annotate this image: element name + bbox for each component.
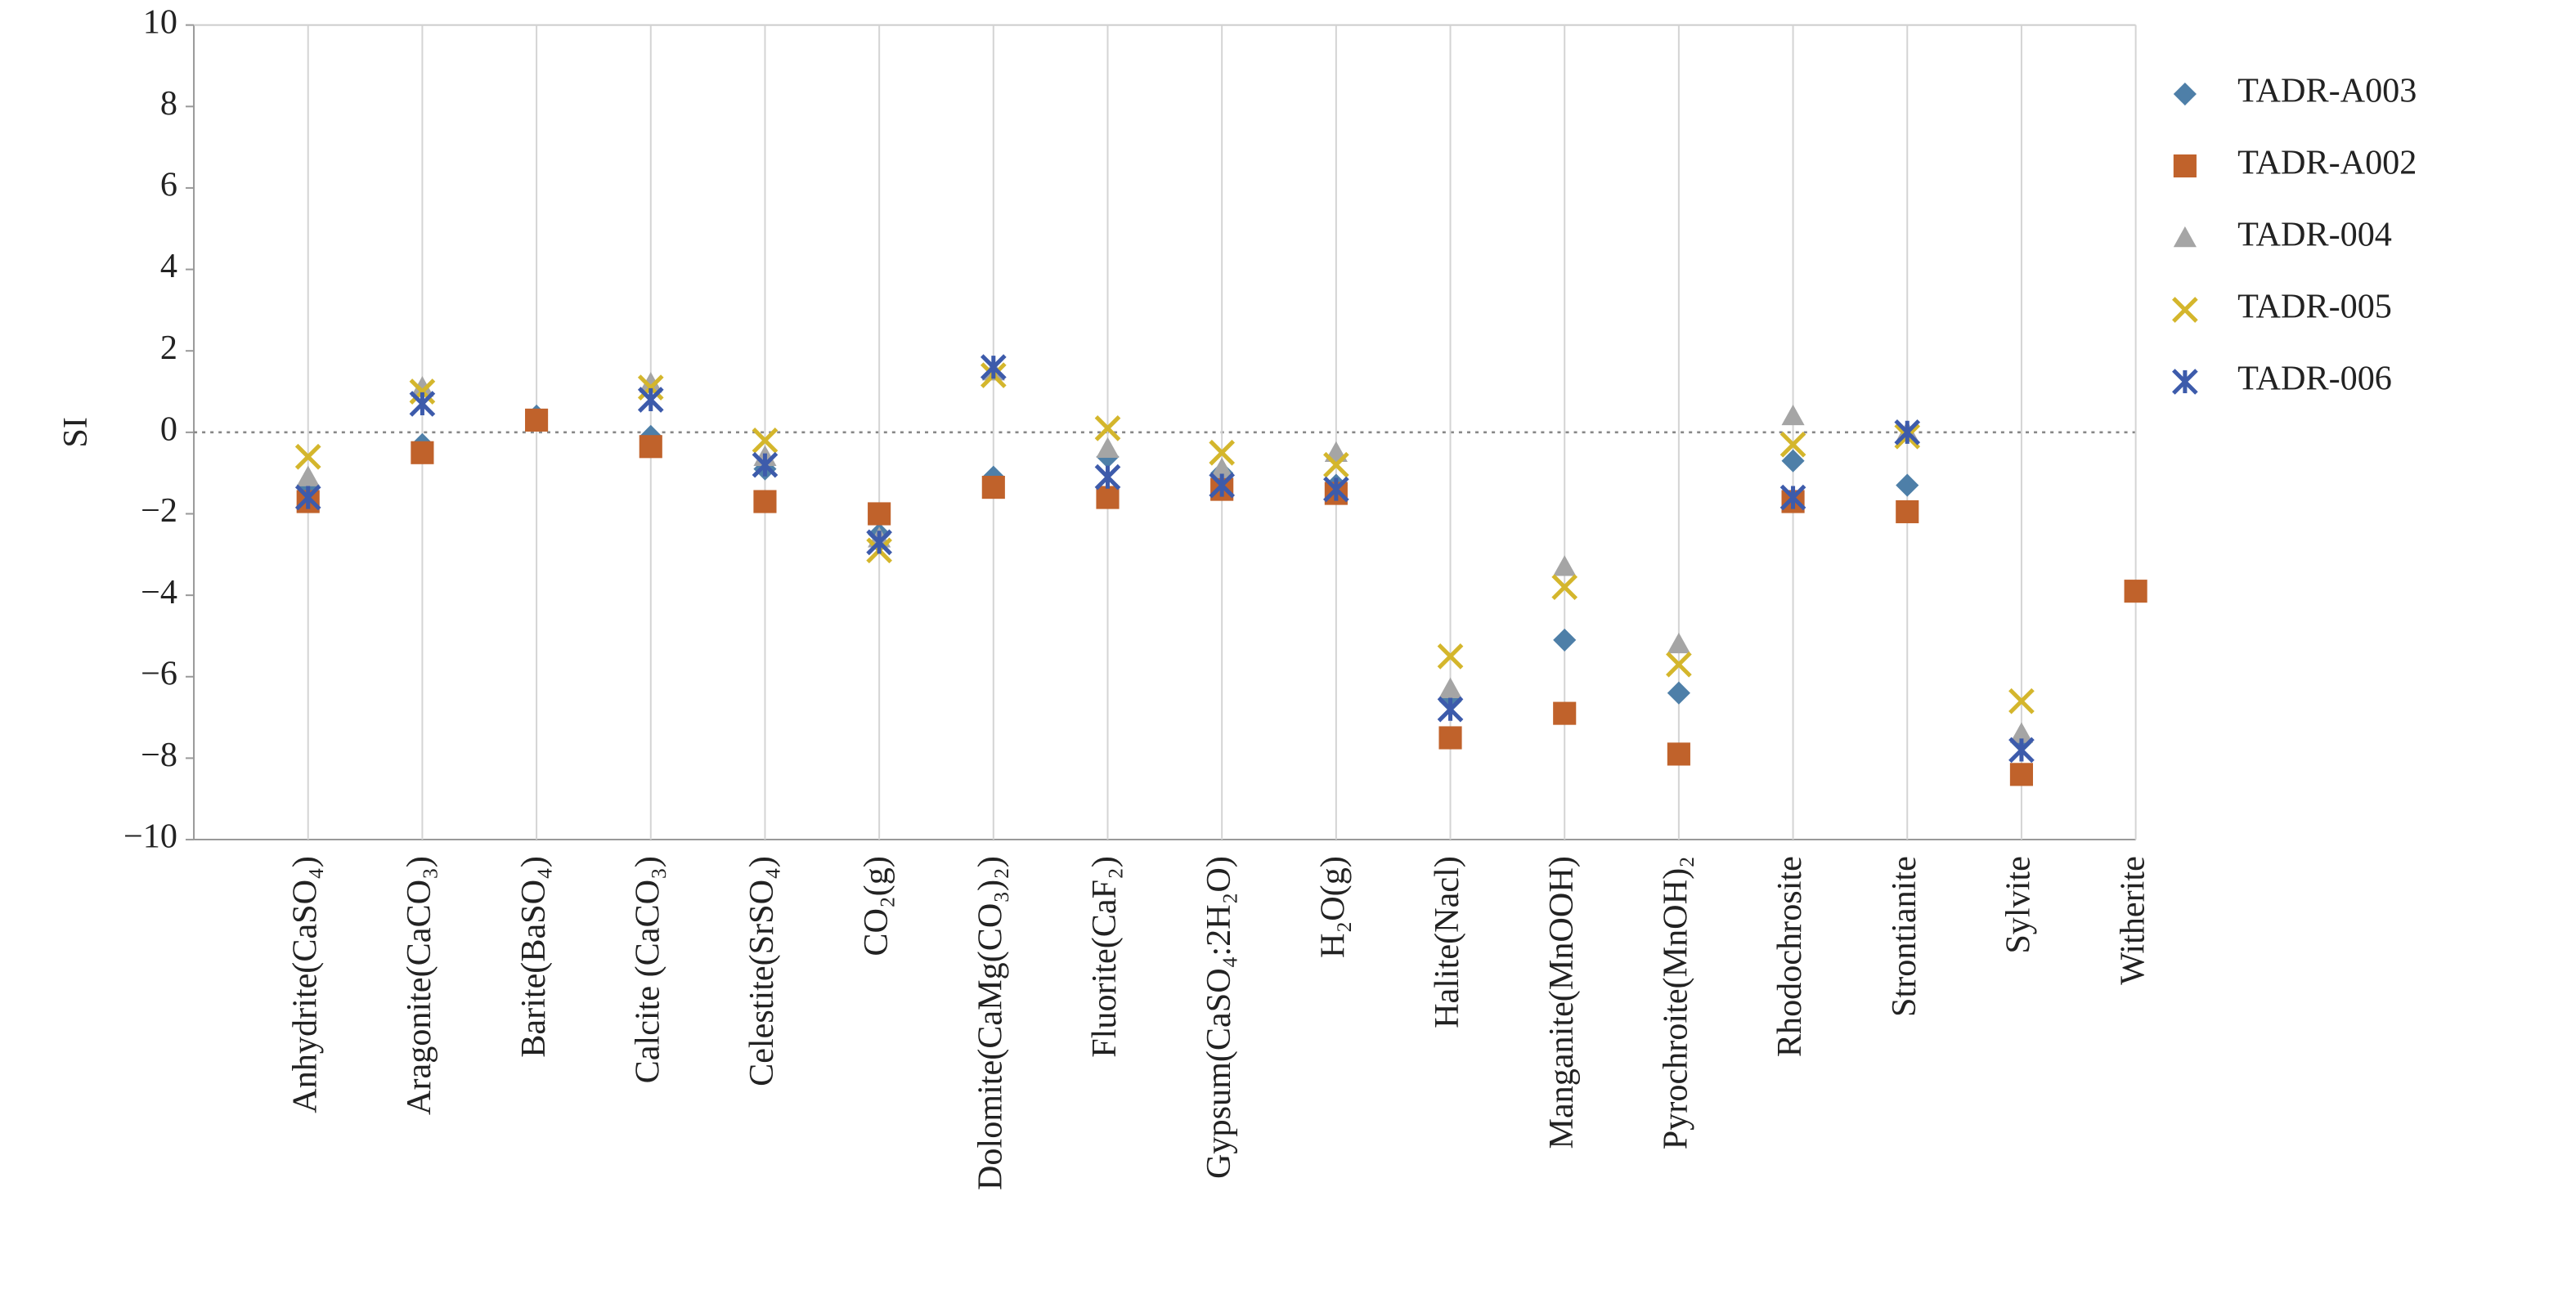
marker-star: [2008, 737, 2035, 764]
marker-diamond: [1896, 473, 1919, 497]
marker-x: [1209, 439, 1236, 466]
x-tick-label: Dolomite(CaMg(CO₃)₂): [971, 856, 1009, 1190]
marker-x: [1323, 451, 1349, 478]
y-axis-label: SI: [56, 417, 95, 448]
marker-diamond: [1781, 449, 1805, 473]
x-tick-label: Strontianite: [1885, 856, 1923, 1017]
marker-triangle: [1553, 555, 1577, 576]
marker-triangle: [1781, 404, 1805, 426]
marker-star: [1894, 419, 1921, 446]
y-tick-label: 2: [160, 329, 177, 367]
y-tick-label: 8: [160, 84, 177, 123]
marker-x: [1666, 651, 1692, 678]
marker-square: [1667, 742, 1690, 766]
x-tick-label: H₂O(g): [1314, 856, 1353, 958]
marker-square: [868, 502, 891, 526]
marker-star: [1437, 696, 1464, 723]
marker-star: [980, 354, 1007, 380]
x-tick-label: Celestite(SrSO₄): [743, 856, 781, 1086]
y-tick-label: 10: [143, 2, 177, 41]
x-tick-label: Calcite (CaCO₃): [628, 856, 666, 1083]
legend-label: TADR-005: [2237, 288, 2392, 326]
marker-square: [1438, 726, 1462, 750]
legend-label: TADR-A003: [2237, 72, 2417, 110]
marker-x: [409, 378, 436, 405]
marker-x: [1779, 431, 1806, 458]
x-tick-label: Barite(BaSO₄): [514, 856, 553, 1058]
y-tick-label: −8: [141, 736, 177, 774]
marker-x: [2172, 297, 2198, 323]
marker-x: [2008, 688, 2035, 714]
marker-triangle: [1667, 632, 1690, 654]
marker-square: [1096, 486, 1120, 509]
marker-square: [2009, 763, 2033, 786]
y-tick-label: 0: [160, 410, 177, 449]
marker-star: [866, 529, 892, 556]
marker-x: [1437, 643, 1464, 670]
x-tick-label: Pyrochroite(MnOH)₂: [1657, 856, 1695, 1149]
y-tick-label: −10: [123, 817, 177, 856]
marker-square: [525, 408, 549, 432]
marker-star: [1094, 464, 1121, 490]
marker-x: [1551, 574, 1578, 601]
marker-triangle: [639, 371, 662, 393]
marker-triangle: [296, 465, 320, 486]
marker-star: [752, 451, 779, 478]
marker-square: [753, 490, 777, 513]
marker-square: [2124, 580, 2147, 603]
marker-square: [1553, 701, 1577, 725]
marker-triangle: [1096, 437, 1120, 459]
x-tick-label: Aragonite(CaCO₃): [400, 856, 438, 1115]
x-tick-label: Manganite(MnOOH): [1542, 856, 1581, 1149]
x-tick-label: Rhodochrosite: [1770, 856, 1809, 1057]
x-tick-label: Anhydrite(CaSO₄): [285, 856, 324, 1113]
marker-triangle: [2173, 226, 2197, 248]
marker-x: [294, 443, 321, 470]
y-tick-label: −2: [141, 491, 177, 530]
y-tick-label: 4: [160, 247, 177, 285]
x-tick-label: Sylvite: [1999, 856, 2038, 954]
marker-triangle: [1210, 457, 1234, 478]
x-tick-label: Halite(Nacl): [1428, 856, 1466, 1028]
marker-star: [409, 391, 436, 417]
marker-triangle: [411, 375, 434, 397]
marker-star: [1209, 472, 1236, 499]
marker-x: [637, 374, 664, 401]
marker-x: [1094, 415, 1121, 441]
marker-square: [2173, 154, 2197, 178]
marker-triangle: [2009, 722, 2033, 743]
marker-diamond: [1667, 681, 1690, 705]
marker-square: [1896, 499, 1919, 524]
marker-star: [294, 484, 321, 511]
marker-square: [639, 435, 662, 459]
x-tick-label: Witherite: [2113, 856, 2152, 985]
x-tick-label: CO₂(g): [857, 856, 895, 956]
marker-x: [752, 427, 779, 454]
marker-square: [981, 476, 1005, 499]
marker-diamond: [1553, 628, 1577, 652]
marker-square: [411, 441, 434, 464]
marker-star: [1323, 476, 1349, 503]
y-tick-label: −4: [141, 573, 177, 611]
marker-diamond: [2173, 82, 2197, 106]
x-tick-label: Fluorite(CaF₂): [1085, 856, 1124, 1058]
legend-label: TADR-A002: [2237, 144, 2417, 182]
marker-star: [1779, 484, 1806, 511]
x-tick-label: Gypsum(CaSO₄:2H₂O): [1200, 856, 1238, 1179]
marker-star: [637, 387, 664, 413]
y-tick-label: −6: [141, 654, 177, 692]
marker-star: [2172, 369, 2198, 395]
marker-triangle: [1438, 677, 1462, 698]
legend-label: TADR-006: [2237, 360, 2392, 398]
y-tick-label: 6: [160, 166, 177, 204]
legend-label: TADR-004: [2237, 216, 2392, 254]
